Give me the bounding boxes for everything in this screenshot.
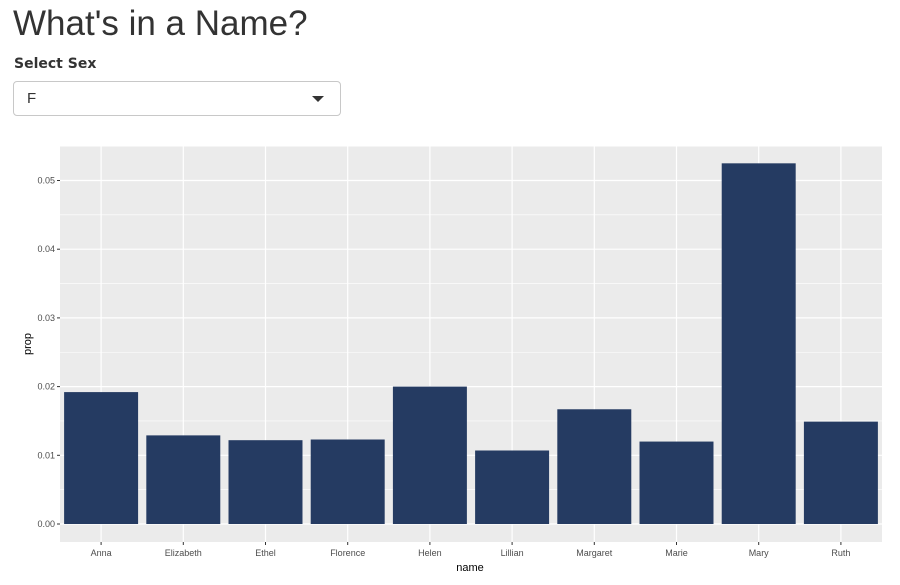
bar-ruth bbox=[803, 421, 878, 524]
name-prop-bar-chart: 0.00 0.01 0.02 0.03 0.04 0.05 Anna Elizabeth Et… bbox=[22, 145, 882, 574]
sex-select-dropdown[interactable]: F bbox=[13, 81, 341, 116]
y-axis-title: prop bbox=[22, 333, 34, 355]
y-tick-label: 0.04 bbox=[37, 244, 55, 254]
x-tick-label: Florence bbox=[330, 548, 365, 558]
x-tick-label: Ethel bbox=[255, 548, 276, 558]
page-title: What's in a Name? bbox=[13, 4, 308, 43]
bars bbox=[64, 163, 878, 524]
y-tick-label: 0.05 bbox=[37, 176, 55, 186]
bar-ethel bbox=[228, 440, 303, 524]
x-tick-label: Helen bbox=[418, 548, 442, 558]
bar-florence bbox=[310, 439, 385, 524]
sex-select-label: Select Sex bbox=[14, 56, 97, 72]
x-tick-label: Ruth bbox=[831, 548, 850, 558]
bar-lillian bbox=[475, 450, 550, 524]
caret-down-icon bbox=[312, 96, 324, 102]
sex-select-value: F bbox=[27, 90, 37, 107]
bar-margaret bbox=[557, 409, 632, 524]
y-tick-label: 0.02 bbox=[37, 382, 55, 392]
y-tick-label: 0.03 bbox=[37, 313, 55, 323]
y-axis-ticks: 0.00 0.01 0.02 0.03 0.04 0.05 bbox=[37, 176, 60, 529]
x-tick-label: Marie bbox=[665, 548, 688, 558]
bar-mary bbox=[721, 163, 796, 524]
bar-helen bbox=[392, 386, 467, 524]
bar-anna bbox=[64, 392, 139, 524]
x-axis-ticks: Anna Elizabeth Ethel Florence Helen Lillian Ma… bbox=[91, 542, 850, 558]
x-tick-label: Anna bbox=[91, 548, 112, 558]
y-tick-label: 0.00 bbox=[37, 519, 55, 529]
x-axis-title: name bbox=[456, 562, 484, 574]
y-tick-label: 0.01 bbox=[37, 450, 55, 460]
x-tick-label: Lillian bbox=[501, 548, 524, 558]
x-tick-label: Mary bbox=[749, 548, 769, 558]
bar-elizabeth bbox=[146, 435, 221, 524]
x-tick-label: Margaret bbox=[576, 548, 613, 558]
bar-marie bbox=[639, 441, 714, 524]
x-tick-label: Elizabeth bbox=[165, 548, 202, 558]
